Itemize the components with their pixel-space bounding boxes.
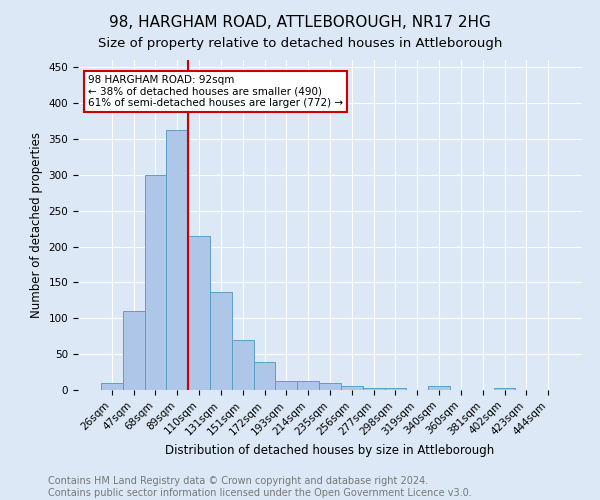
Bar xyxy=(428,386,450,390)
Bar xyxy=(275,380,297,390)
Text: 98, HARGHAM ROAD, ATTLEBOROUGH, NR17 2HG: 98, HARGHAM ROAD, ATTLEBOROUGH, NR17 2HG xyxy=(109,15,491,30)
Text: Contains HM Land Registry data © Crown copyright and database right 2024.
Contai: Contains HM Land Registry data © Crown c… xyxy=(48,476,472,498)
Bar xyxy=(319,383,341,390)
Y-axis label: Number of detached properties: Number of detached properties xyxy=(30,132,43,318)
Bar xyxy=(101,383,123,390)
Bar xyxy=(166,130,188,390)
Bar xyxy=(341,386,363,390)
Bar xyxy=(297,382,319,390)
Text: 98 HARGHAM ROAD: 92sqm
← 38% of detached houses are smaller (490)
61% of semi-de: 98 HARGHAM ROAD: 92sqm ← 38% of detached… xyxy=(88,75,343,108)
Bar xyxy=(123,311,145,390)
Bar xyxy=(385,388,406,390)
Bar xyxy=(145,175,166,390)
Bar xyxy=(188,236,210,390)
X-axis label: Distribution of detached houses by size in Attleborough: Distribution of detached houses by size … xyxy=(166,444,494,456)
Bar xyxy=(363,388,385,390)
Bar xyxy=(494,388,515,390)
Text: Size of property relative to detached houses in Attleborough: Size of property relative to detached ho… xyxy=(98,38,502,51)
Bar xyxy=(210,292,232,390)
Bar xyxy=(254,362,275,390)
Bar xyxy=(232,340,254,390)
